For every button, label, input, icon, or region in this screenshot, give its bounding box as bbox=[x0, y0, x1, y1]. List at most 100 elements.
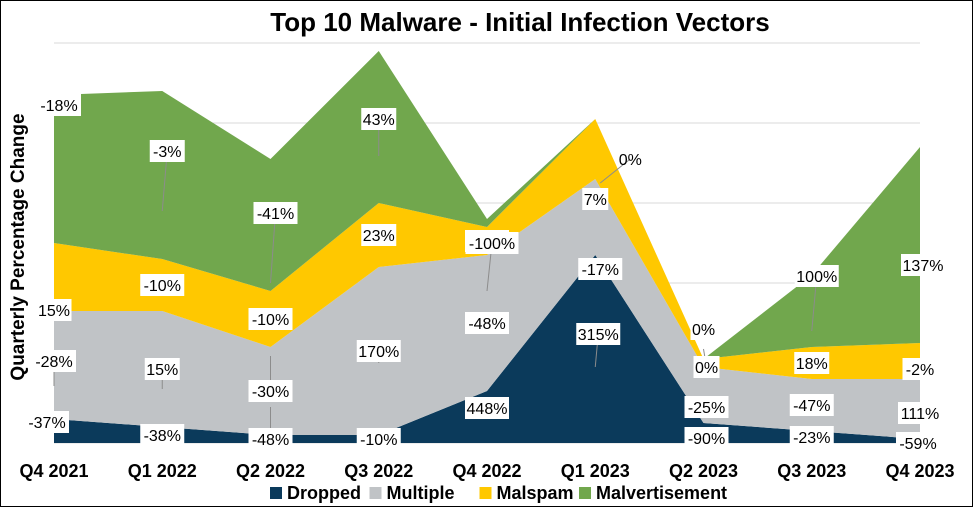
data-label-text: -38% bbox=[144, 428, 181, 445]
data-label-box bbox=[576, 323, 621, 345]
data-label-malvertisement: 100% bbox=[794, 265, 839, 287]
data-label-multiple: -47% bbox=[789, 394, 834, 416]
data-label-text: 100% bbox=[796, 269, 837, 286]
x-axis-ticks: Q4 2021 Q1 2022 Q2 2022 Q3 2022 Q4 2022 Q1 20… bbox=[19, 461, 954, 481]
data-label-box bbox=[465, 312, 509, 334]
data-label-text: -59% bbox=[899, 436, 936, 453]
x-tick-label: Q2 2023 bbox=[669, 461, 738, 481]
data-label-multiple: -17% bbox=[578, 258, 623, 280]
data-label-text: -37% bbox=[28, 415, 65, 432]
data-label-malvertisement: -18% bbox=[37, 94, 81, 116]
legend-label: Malspam bbox=[497, 483, 574, 503]
x-tick-label: Q3 2023 bbox=[777, 461, 846, 481]
data-label-dropped: -59% bbox=[896, 432, 940, 454]
data-label-text: 15% bbox=[38, 303, 70, 320]
data-label-malvertisement: 0% bbox=[619, 152, 642, 169]
data-labels: -37% -38% -48% -10% 448% 315% -90% -23% -59% -28%… bbox=[25, 94, 945, 454]
legend-swatch bbox=[579, 487, 591, 499]
legend-item-multiple: Multiple bbox=[369, 483, 455, 503]
data-label-malvertisement: 0% bbox=[690, 318, 717, 340]
data-label-text: -48% bbox=[468, 316, 505, 333]
data-label-multiple: -48% bbox=[465, 312, 509, 334]
legend-swatch bbox=[369, 487, 382, 499]
data-label-text: 170% bbox=[358, 344, 399, 361]
data-label-text: -2% bbox=[906, 362, 934, 379]
legend: Dropped Multiple Malspam Malvertisement bbox=[270, 483, 727, 503]
data-label-text: -25% bbox=[688, 400, 725, 417]
data-label-multiple: 170% bbox=[356, 340, 401, 362]
data-label-box bbox=[901, 254, 945, 276]
data-label-text: -17% bbox=[582, 262, 619, 279]
data-label-text: -10% bbox=[144, 278, 181, 295]
data-label-box bbox=[582, 188, 609, 210]
data-label-box bbox=[361, 108, 397, 130]
x-tick-label: Q4 2023 bbox=[885, 461, 954, 481]
data-label-box bbox=[37, 94, 81, 116]
data-label-box bbox=[248, 428, 293, 450]
data-label-box bbox=[465, 397, 509, 419]
data-label-multiple: 111% bbox=[898, 402, 942, 424]
data-label-box bbox=[149, 140, 185, 162]
legend-label: Multiple bbox=[387, 483, 455, 503]
data-label-text: 23% bbox=[363, 228, 395, 245]
data-label-box bbox=[684, 396, 729, 418]
data-label-text: 137% bbox=[903, 258, 944, 275]
data-label-text: 15% bbox=[146, 362, 178, 379]
data-label-multiple: -28% bbox=[32, 350, 76, 372]
data-label-dropped: -37% bbox=[25, 411, 69, 433]
legend-swatch bbox=[270, 487, 282, 499]
label-leader bbox=[599, 158, 631, 184]
x-tick-label: Q4 2022 bbox=[452, 461, 521, 481]
y-axis-label: Quarterly Percentage Change bbox=[8, 113, 29, 380]
data-label-box bbox=[898, 402, 942, 424]
data-label-malvertisement: 137% bbox=[901, 254, 945, 276]
data-label-box bbox=[693, 356, 720, 378]
data-label-text: -90% bbox=[688, 431, 725, 448]
data-label-malvertisement: -41% bbox=[253, 202, 298, 224]
data-label-box bbox=[361, 224, 397, 246]
x-tick-label: Q2 2022 bbox=[236, 461, 305, 481]
data-label-dropped: -48% bbox=[248, 428, 293, 450]
data-label-dropped: -10% bbox=[356, 428, 401, 450]
data-label-text: -28% bbox=[35, 354, 72, 371]
data-label-box bbox=[794, 352, 830, 374]
x-tick-label: Q1 2023 bbox=[561, 461, 630, 481]
legend-item-malvertisement: Malvertisement bbox=[579, 483, 727, 503]
data-label-malvertisement: -100% bbox=[465, 232, 519, 254]
data-label-text: 43% bbox=[363, 112, 395, 129]
data-label-text: -100% bbox=[469, 236, 515, 253]
data-label-dropped: 448% bbox=[465, 397, 509, 419]
data-label-text: -48% bbox=[252, 432, 289, 449]
data-label-box bbox=[253, 202, 298, 224]
x-tick-label: Q3 2022 bbox=[344, 461, 413, 481]
data-label-text: 448% bbox=[467, 401, 508, 418]
data-label-dropped: 315% bbox=[576, 323, 621, 345]
legend-label: Dropped bbox=[287, 483, 361, 503]
data-label-text: 0% bbox=[619, 152, 642, 169]
data-label-box bbox=[356, 428, 401, 450]
data-label-text: -41% bbox=[257, 206, 294, 223]
data-label-malvertisement: -3% bbox=[149, 140, 185, 162]
data-label-box bbox=[248, 308, 293, 330]
data-label-box bbox=[248, 380, 293, 402]
data-label-malspam: 23% bbox=[361, 224, 397, 246]
data-label-dropped: -90% bbox=[684, 427, 729, 449]
data-label-text: -10% bbox=[252, 312, 289, 329]
data-label-malspam: -10% bbox=[248, 308, 293, 330]
data-label-box bbox=[684, 427, 729, 449]
data-label-text: 111% bbox=[901, 406, 940, 423]
legend-swatch bbox=[479, 487, 492, 499]
chart-title: Top 10 Malware - Initial Infection Vecto… bbox=[270, 7, 769, 37]
legend-item-malspam: Malspam bbox=[479, 483, 574, 503]
data-label-multiple: -30% bbox=[248, 380, 293, 402]
data-label-text: 0% bbox=[695, 360, 718, 377]
data-label-box bbox=[140, 274, 185, 296]
data-label-text: -10% bbox=[360, 432, 397, 449]
data-label-text: -23% bbox=[793, 430, 830, 447]
data-label-dropped: -38% bbox=[140, 424, 185, 446]
data-label-box bbox=[896, 432, 940, 454]
data-label-multiple: 15% bbox=[144, 358, 180, 380]
data-label-box bbox=[690, 318, 717, 340]
